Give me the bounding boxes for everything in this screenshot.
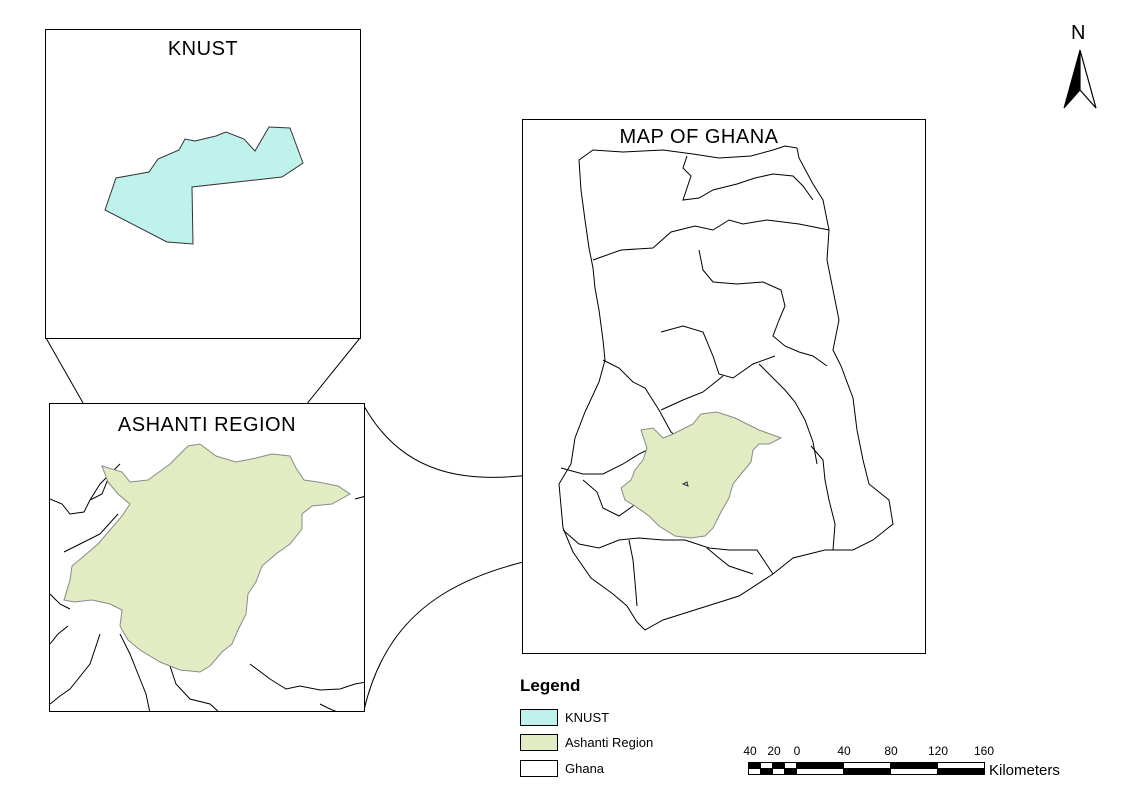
scale-bar: 40 20 0 40 80 120 160 Kilometers xyxy=(742,744,1072,784)
scale-tick-label: 20 xyxy=(767,744,781,758)
legend-item-ghana: Ghana xyxy=(520,758,604,778)
north-arrow: N xyxy=(1060,22,1100,112)
knust-inset-frame: KNUST xyxy=(45,29,361,339)
north-arrow-icon xyxy=(1063,49,1097,109)
scale-unit-label: Kilometers xyxy=(989,762,1060,779)
ashanti-inset-title: ASHANTI REGION xyxy=(117,414,297,436)
north-arrow-label: N xyxy=(1071,22,1086,44)
ashanti-region-polygon xyxy=(63,443,351,673)
ashanti-region-map xyxy=(50,443,364,711)
scale-bar-graphic xyxy=(748,762,985,775)
legend-swatch-ashanti xyxy=(520,733,558,751)
legend-label-knust: KNUST xyxy=(565,709,610,725)
legend-label-ashanti: Ashanti Region xyxy=(565,734,654,750)
legend-label-ghana: Ghana xyxy=(565,760,605,776)
legend-swatch-ghana xyxy=(520,759,558,777)
scale-tick-label: 160 xyxy=(973,744,995,758)
legend-swatch-knust xyxy=(520,708,558,726)
scale-tick-label: 40 xyxy=(837,744,851,758)
knust-inset-title: KNUST xyxy=(167,38,239,60)
knust-location-marker xyxy=(681,481,689,487)
ghana-map-title: MAP OF GHANA xyxy=(619,126,779,148)
ghana-map-frame: MAP OF GHANA xyxy=(522,119,926,654)
scale-tick-label: 0 xyxy=(793,744,801,758)
ghana-regions-map xyxy=(558,145,894,631)
ghana-outline xyxy=(558,145,894,631)
scale-tick-label: 40 xyxy=(743,744,757,758)
neighbour-boundaries xyxy=(50,463,364,711)
map-legend: Legend KNUST Ashanti Region Ghana xyxy=(520,676,720,786)
scale-tick-label: 80 xyxy=(884,744,898,758)
knust-polygon xyxy=(104,126,304,245)
legend-item-knust: KNUST xyxy=(520,707,609,727)
ashanti-region-highlight xyxy=(620,411,783,539)
knust-boundary-map xyxy=(104,126,304,245)
legend-title: Legend xyxy=(520,676,581,695)
ashanti-inset-frame: ASHANTI REGION xyxy=(49,403,365,712)
scale-tick-label: 120 xyxy=(927,744,949,758)
legend-item-ashanti: Ashanti Region xyxy=(520,732,653,752)
